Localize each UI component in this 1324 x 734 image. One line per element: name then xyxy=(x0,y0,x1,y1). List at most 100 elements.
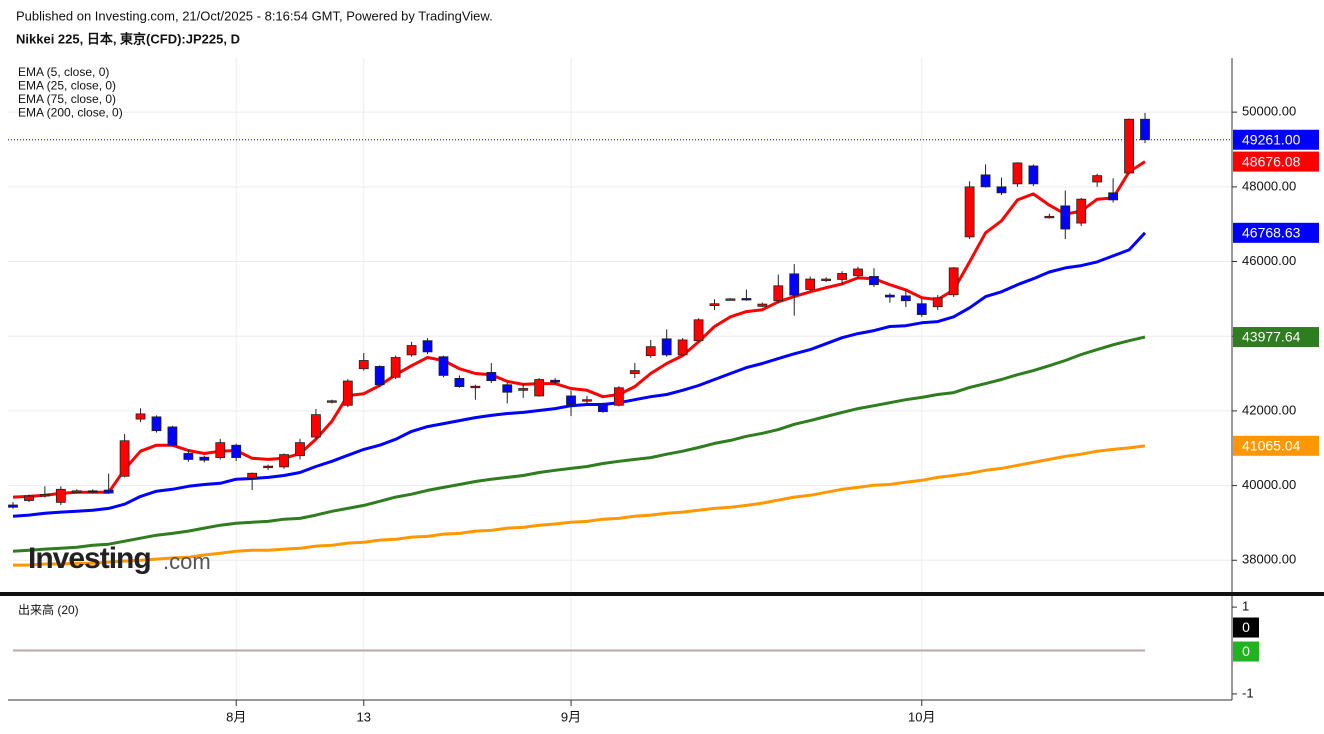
ema-price-tag: 43977.64 xyxy=(1242,329,1301,345)
candle-body xyxy=(103,489,114,494)
last-price-tag-bg xyxy=(1233,129,1319,150)
candle-body xyxy=(390,357,401,378)
candle-body xyxy=(422,340,433,353)
y-tick-label: 42000.00 xyxy=(1242,402,1296,417)
ema-price-tag: 41065.04 xyxy=(1242,438,1301,454)
y-tick-label: 46000.00 xyxy=(1242,253,1296,268)
candle-body xyxy=(199,456,210,461)
candle-body xyxy=(502,384,513,393)
candle-body xyxy=(263,465,273,469)
y-tick-label: 1 xyxy=(1242,599,1249,614)
volume-tag-bg xyxy=(1233,641,1259,662)
candle-body xyxy=(438,356,449,376)
candle-body xyxy=(358,360,369,370)
candle-body xyxy=(1092,175,1103,183)
candle-body xyxy=(661,338,672,356)
legend-entry: EMA (75, close, 0) xyxy=(18,92,116,106)
panel-separator xyxy=(0,592,1324,596)
x-tick-label: 10月 xyxy=(908,709,935,724)
candle-body xyxy=(183,453,194,460)
watermark-text: Investing xyxy=(28,542,151,575)
candle-body xyxy=(1140,118,1150,141)
y-tick-label: -1 xyxy=(1242,685,1254,700)
candle-body xyxy=(486,372,497,382)
candle-body xyxy=(789,273,800,296)
candle-body xyxy=(135,413,146,420)
candle-body xyxy=(231,444,242,458)
ema-price-tag-bg xyxy=(1233,151,1319,172)
ema-price-tag-bg xyxy=(1233,327,1319,348)
candle-body xyxy=(534,379,545,397)
candle-body xyxy=(773,285,784,302)
candle-body xyxy=(964,186,975,238)
candle-body xyxy=(645,346,656,357)
candle-body xyxy=(1108,192,1119,201)
candle-body xyxy=(342,380,353,406)
candle-body xyxy=(629,370,640,374)
candle-body xyxy=(295,442,305,457)
candle-body xyxy=(821,278,832,281)
candle-body xyxy=(454,377,465,388)
candle-body xyxy=(1028,165,1039,185)
candle-body xyxy=(1076,198,1087,224)
candle-body xyxy=(677,339,688,356)
candle-body xyxy=(693,319,704,342)
candle-body xyxy=(406,345,417,356)
volume-tag: 0 xyxy=(1242,643,1250,659)
y-tick-label: 48000.00 xyxy=(1242,178,1296,193)
ema-price-tag: 46768.63 xyxy=(1242,225,1301,241)
candle-body xyxy=(119,440,130,477)
ema-line xyxy=(12,335,1146,553)
candle-body xyxy=(518,388,529,391)
y-tick-label: 38000.00 xyxy=(1242,552,1296,567)
candle-body xyxy=(374,366,385,386)
candle-body xyxy=(980,174,991,188)
candle-body xyxy=(470,385,481,389)
candle-body xyxy=(996,186,1007,194)
candle-body xyxy=(87,490,98,493)
candle-body xyxy=(837,273,847,280)
candle-body xyxy=(215,442,226,458)
volume-tag: 0 xyxy=(1242,619,1250,635)
ema-line xyxy=(12,231,1147,518)
legend-entry: EMA (5, close, 0) xyxy=(18,65,109,79)
source-note: Published on Investing.com, 21/Oct/2025 … xyxy=(16,8,493,23)
candle-body xyxy=(757,303,768,307)
volume-title: 出来高 (20) xyxy=(18,602,79,617)
legend-entry: EMA (25, close, 0) xyxy=(18,79,116,93)
candle-body xyxy=(151,416,162,432)
chart-title: Nikkei 225, 日本, 東京(CFD):JP225, D xyxy=(16,31,240,46)
candle-body xyxy=(709,303,720,306)
last-price-tag: 49261.00 xyxy=(1242,131,1301,147)
candle-body xyxy=(167,426,178,446)
candle-body xyxy=(1044,215,1055,219)
ema-price-tag: 48676.08 xyxy=(1242,153,1301,169)
candle-body xyxy=(1012,162,1023,185)
ema-price-tag-bg xyxy=(1233,435,1319,456)
watermark: Investing .com xyxy=(28,542,211,575)
candle-body xyxy=(55,488,66,503)
candle-body xyxy=(566,395,576,405)
candle-body xyxy=(613,387,624,406)
candle-body xyxy=(247,472,258,479)
candle-body xyxy=(916,303,927,315)
candle-body xyxy=(326,400,337,403)
volume-tag-bg xyxy=(1233,617,1259,638)
candle-body xyxy=(900,295,911,302)
candle-body xyxy=(932,297,943,308)
watermark-suffix: .com xyxy=(163,549,211,574)
candle-body xyxy=(853,268,863,277)
x-tick-label: 13 xyxy=(357,709,371,724)
candle-body xyxy=(598,404,608,413)
x-tick-label: 9月 xyxy=(561,709,581,724)
candle-body xyxy=(550,379,560,383)
candle-body xyxy=(311,414,321,438)
legend-entry: EMA (200, close, 0) xyxy=(18,106,123,120)
candle-body xyxy=(741,298,752,301)
candle-body xyxy=(71,490,82,493)
ema-price-tag-bg xyxy=(1233,222,1319,243)
candle-body xyxy=(582,399,592,402)
candle-body xyxy=(24,495,34,501)
x-tick-label: 8月 xyxy=(226,709,246,724)
